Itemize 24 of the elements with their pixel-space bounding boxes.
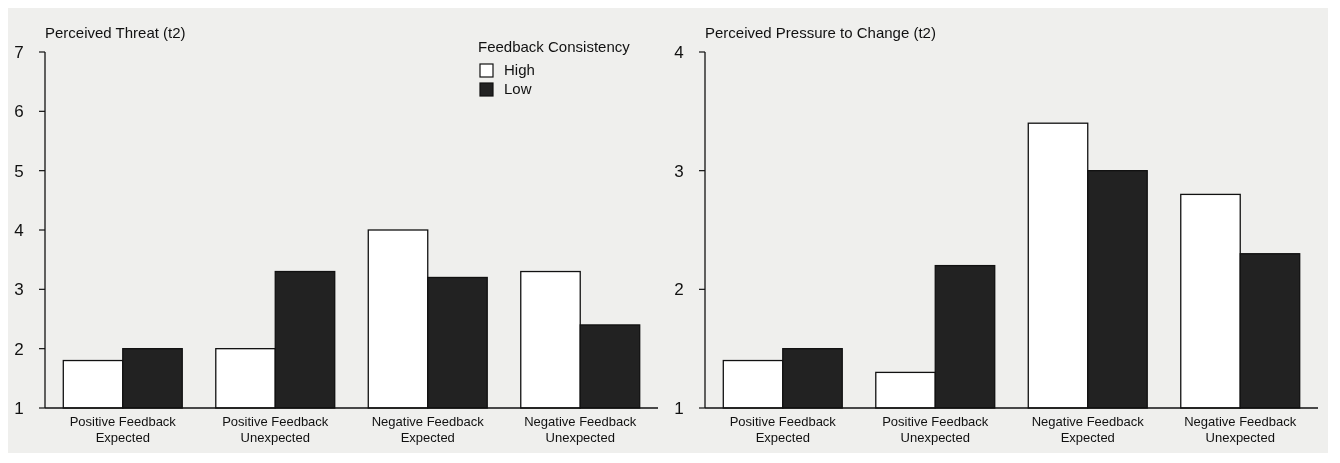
x-tick-label: Positive Feedback Unexpected (882, 414, 989, 445)
x-tick-label: Negative Feedback Expected (1031, 414, 1145, 445)
chart-title: Perceived Threat (t2) (45, 24, 186, 41)
x-tick-label: Negative Feedback Unexpected (524, 414, 637, 445)
y-tick-label: 2 (674, 280, 684, 300)
legend-label: High (504, 61, 535, 78)
chart-title: Perceived Pressure to Change (t2) (705, 24, 936, 41)
y-tick-label: 5 (14, 161, 24, 181)
y-tick-label: 6 (14, 102, 24, 122)
legend-label: Low (504, 80, 532, 97)
y-tick-label: 4 (14, 220, 24, 240)
x-tick-label: Negative Feedback Expected (371, 414, 485, 445)
y-tick-label: 1 (674, 398, 684, 418)
y-tick-label: 3 (14, 280, 24, 300)
y-tick-label: 4 (674, 42, 684, 62)
y-tick-label: 3 (674, 161, 684, 181)
x-tick-label: Positive Feedback Expected (729, 414, 837, 445)
x-tick-label: Negative Feedback Unexpected (1184, 414, 1297, 445)
x-tick-label: Positive Feedback Unexpected (222, 414, 329, 445)
y-tick-label: 7 (14, 42, 24, 62)
y-tick-label: 2 (14, 339, 24, 359)
legend-title: Feedback Consistency (478, 38, 631, 55)
y-tick-label: 1 (14, 398, 24, 418)
x-tick-label: Positive Feedback Expected (69, 414, 177, 445)
